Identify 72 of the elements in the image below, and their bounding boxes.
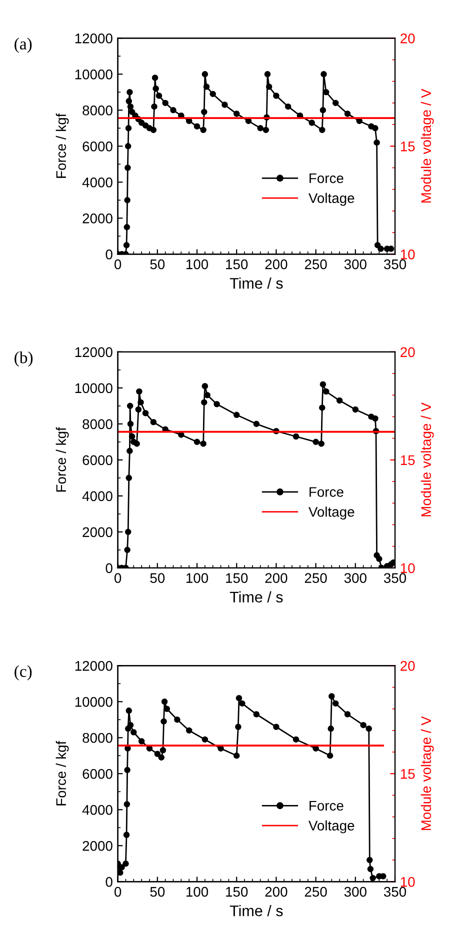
- y2-tick-label: 20: [400, 34, 415, 44]
- y2-axis-title: Module voltage / V: [420, 402, 434, 516]
- x-tick-label: 350: [384, 259, 406, 270]
- x-tick-label: 250: [304, 886, 327, 897]
- x-axis-title: Time / s: [230, 905, 283, 916]
- legend-label: Force: [310, 487, 344, 497]
- y-tick-label: 8000: [82, 419, 112, 430]
- x-tick-label: 350: [384, 886, 406, 897]
- y-tick-label: 4000: [82, 491, 112, 502]
- y-tick-label: 10000: [75, 70, 112, 80]
- y-tick-label: 6000: [82, 142, 112, 152]
- y2-tick-label: 20: [400, 347, 415, 358]
- y2-axis-title: Module voltage / V: [420, 88, 434, 203]
- text: (a): [14, 38, 32, 53]
- x-tick-label: 50: [150, 573, 165, 583]
- y-tick-label: 8000: [82, 106, 112, 116]
- x-tick-label: 0: [114, 886, 122, 897]
- x-tick-label: 200: [265, 259, 288, 270]
- y-axis-title: Force / kgf: [56, 427, 69, 492]
- y2-tick-label: 10: [400, 249, 415, 260]
- y-tick-label: 4000: [82, 804, 112, 815]
- x-tick-label: 300: [344, 259, 366, 270]
- y2-tick-label: 20: [400, 661, 415, 671]
- legend-label: Force: [310, 800, 344, 811]
- x-tick-label: 200: [265, 573, 288, 583]
- y-tick-label: 4000: [82, 178, 112, 188]
- legend-label: Voltage: [308, 192, 354, 206]
- y-tick-label: 12000: [75, 661, 112, 671]
- y-tick-label: 6000: [82, 455, 112, 466]
- y-tick-label: 2000: [82, 214, 112, 224]
- y-axis-title: Force / kgf: [56, 113, 69, 178]
- x-tick-label: 0: [114, 259, 122, 270]
- y-tick-label: 12000: [75, 347, 112, 358]
- y2-tick-label: 15: [400, 142, 415, 152]
- x-tick-label: 150: [226, 573, 248, 583]
- legend-label: Voltage: [308, 506, 354, 520]
- y-tick-label: 2000: [82, 840, 112, 851]
- x-tick-label: 50: [150, 886, 165, 897]
- y2-tick-label: 15: [400, 769, 415, 779]
- text: (b): [14, 352, 33, 367]
- x-tick-label: 250: [304, 573, 327, 583]
- y-tick-label: 8000: [82, 732, 112, 743]
- legend-label: Force: [310, 173, 344, 184]
- x-tick-label: 0: [114, 573, 122, 583]
- x-axis-title: Time / s: [230, 278, 283, 289]
- y-tick-label: 12000: [75, 34, 112, 44]
- y2-tick-label: 10: [400, 876, 415, 887]
- y-tick-label: 2000: [82, 527, 112, 538]
- y-axis-title: Force / kgf: [56, 740, 69, 806]
- text: (c): [14, 665, 32, 680]
- x-tick-label: 200: [265, 886, 288, 897]
- legend-label: Voltage: [308, 820, 354, 834]
- x-tick-label: 300: [344, 886, 366, 897]
- y-tick-label: 10000: [75, 697, 112, 707]
- y-tick-label: 6000: [82, 768, 112, 779]
- y2-tick-label: 15: [400, 455, 415, 466]
- x-tick-label: 100: [186, 259, 208, 270]
- x-tick-label: 150: [226, 259, 248, 270]
- y-tick-label: 0: [106, 563, 112, 574]
- y2-tick-label: 10: [400, 563, 415, 574]
- x-tick-label: 150: [226, 886, 248, 897]
- y-tick-label: 0: [106, 876, 112, 887]
- y2-axis-title: Module voltage / V: [420, 716, 434, 830]
- x-tick-label: 250: [304, 259, 327, 270]
- x-tick-label: 50: [150, 259, 165, 270]
- y-tick-label: 10000: [75, 383, 112, 394]
- x-tick-label: 100: [186, 573, 208, 583]
- y-tick-label: 0: [106, 249, 112, 260]
- x-axis-title: Time / s: [230, 591, 283, 602]
- x-tick-label: 300: [344, 573, 366, 583]
- x-tick-label: 100: [186, 886, 208, 897]
- x-tick-label: 350: [384, 573, 406, 583]
